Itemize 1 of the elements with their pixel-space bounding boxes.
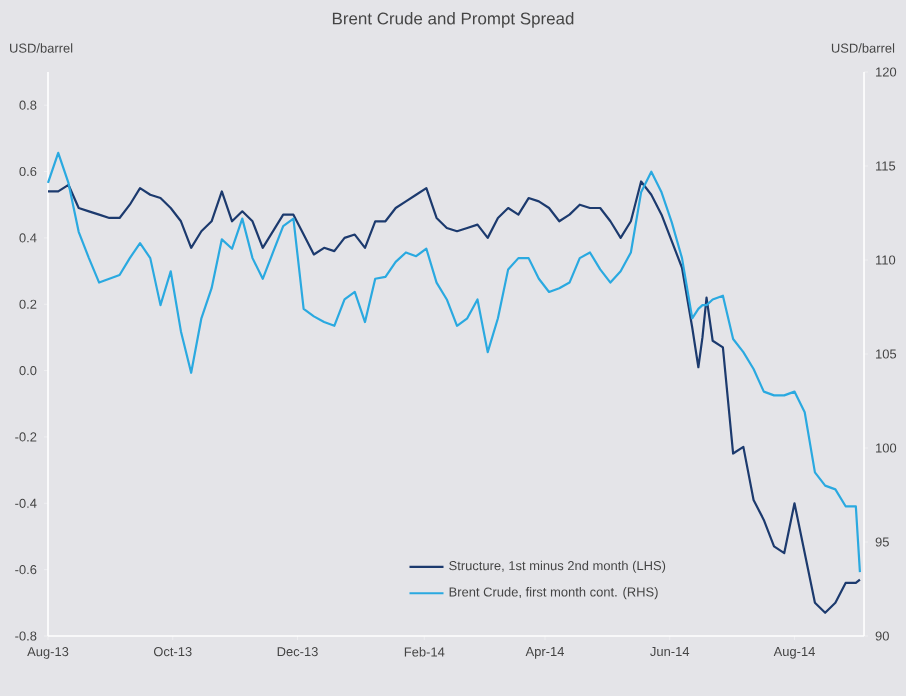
chart-title: Brent Crude and Prompt Spread <box>332 12 574 28</box>
